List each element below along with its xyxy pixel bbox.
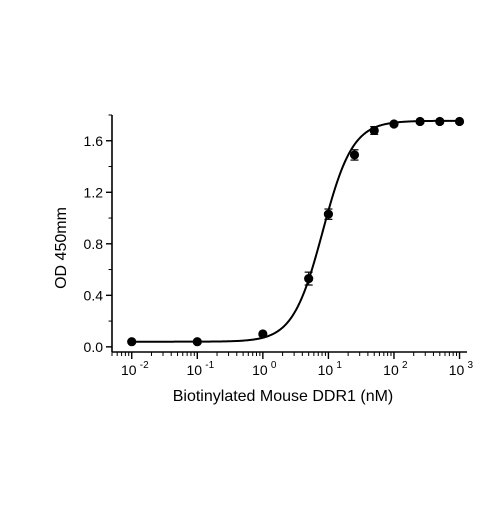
data-point xyxy=(389,119,399,129)
x-tick-exponent: -2 xyxy=(140,360,149,371)
y-tick-label: 0.4 xyxy=(84,287,104,303)
x-tick-label: 10 xyxy=(318,362,334,378)
x-tick-label: 10 xyxy=(187,362,203,378)
data-point xyxy=(323,209,334,219)
data-point xyxy=(127,337,137,347)
y-axis: 0.0 0.4 0.8 1.2 1.6 xyxy=(84,114,113,355)
y-tick-label: 1.2 xyxy=(84,184,104,200)
y-tick-label: 1.6 xyxy=(84,133,104,149)
x-tick-exponent: -1 xyxy=(205,360,214,371)
data-point xyxy=(369,125,379,136)
y-tick-label: 0.0 xyxy=(84,339,104,355)
y-tick-label: 0.8 xyxy=(84,236,104,252)
x-tick-label: 10 xyxy=(449,362,465,378)
fit-curve xyxy=(131,119,460,343)
x-tick-exponent: 1 xyxy=(336,360,342,371)
x-axis-title: Biotinylated Mouse DDR1 (nM) xyxy=(173,388,394,405)
data-point xyxy=(304,273,314,284)
x-tick-exponent: 0 xyxy=(271,360,277,371)
y-axis-title: OD 450mm xyxy=(53,207,70,289)
data-point xyxy=(454,116,465,127)
x-tick-label: 10 xyxy=(252,362,268,378)
x-tick-exponent: 2 xyxy=(402,360,408,371)
x-axis: 10 -2 10 -1 10 0 10 1 10 2 10 3 xyxy=(111,351,474,378)
data-point xyxy=(349,150,360,160)
data-point xyxy=(415,116,425,127)
data-point xyxy=(258,329,268,339)
data-point xyxy=(192,337,202,347)
data-point xyxy=(435,116,445,127)
x-tick-label: 10 xyxy=(383,362,399,378)
plot-area xyxy=(127,116,465,347)
x-tick-exponent: 3 xyxy=(468,360,474,371)
x-tick-label: 10 xyxy=(121,362,137,378)
